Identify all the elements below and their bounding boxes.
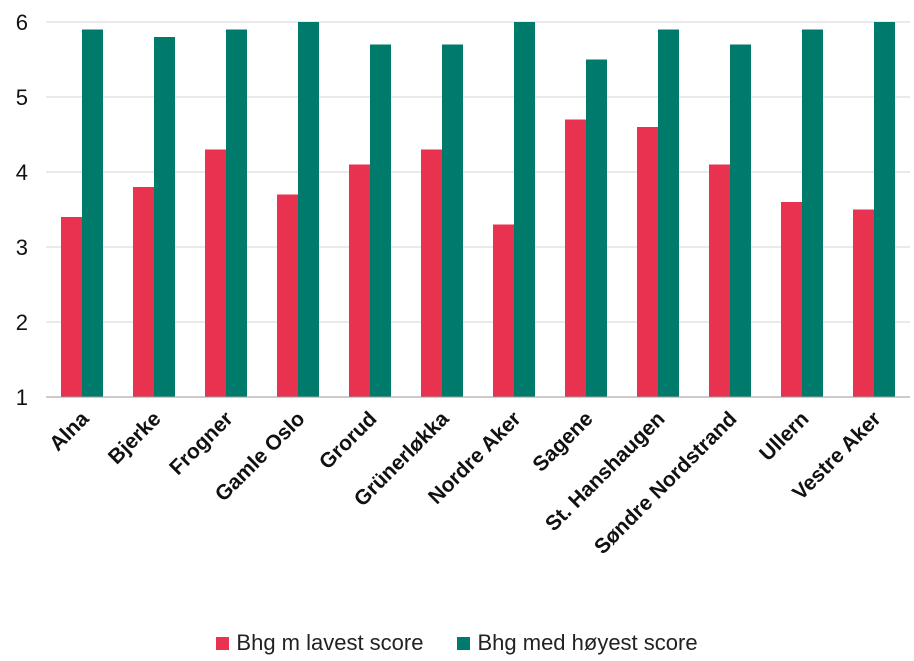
y-tick-label: 1 — [16, 385, 28, 410]
bar-highest — [586, 59, 607, 397]
y-tick-label: 3 — [16, 235, 28, 260]
x-tick-label: Alna — [45, 407, 94, 456]
bar-highest — [514, 22, 535, 397]
bar-highest — [370, 44, 391, 397]
bar-highest — [442, 44, 463, 397]
bar-lowest — [277, 194, 298, 397]
bar-highest — [154, 37, 175, 397]
legend-swatch-lowest — [216, 636, 230, 650]
bar-lowest — [493, 224, 514, 397]
x-tick-label: St. Hanshaugen — [541, 407, 669, 535]
bar-lowest — [205, 149, 226, 397]
x-tick-label: Sagene — [528, 407, 597, 476]
bar-highest — [82, 29, 103, 397]
bar-lowest — [709, 164, 730, 397]
y-tick-label: 2 — [16, 310, 28, 335]
bar-lowest — [421, 149, 442, 397]
bars — [61, 22, 895, 397]
bar-highest — [298, 22, 319, 397]
bar-lowest — [349, 164, 370, 397]
y-tick-label: 6 — [16, 10, 28, 35]
bar-highest — [658, 29, 679, 397]
bar-highest — [226, 29, 247, 397]
x-tick-label: Ullern — [755, 407, 813, 465]
y-axis-ticks: 1 2 3 4 5 6 — [16, 10, 28, 410]
x-tick-label: Frogner — [165, 407, 237, 479]
legend-label-lowest: Bhg m lavest score — [236, 630, 424, 655]
gridlines — [46, 21, 910, 323]
y-tick-label: 4 — [16, 160, 28, 185]
bar-lowest — [565, 119, 586, 397]
bar-highest — [802, 29, 823, 397]
y-tick-label: 5 — [16, 85, 28, 110]
legend-swatch-highest — [457, 636, 471, 650]
legend-item-highest: Bhg med høyest score — [457, 630, 698, 656]
bar-lowest — [61, 217, 82, 397]
bar-lowest — [133, 187, 154, 397]
legend: Bhg m lavest score Bhg med høyest score — [0, 628, 914, 658]
bar-lowest — [853, 209, 874, 397]
bar-lowest — [781, 202, 802, 397]
bar-highest — [874, 22, 895, 397]
x-tick-label: Grorud — [315, 407, 382, 474]
bar-lowest — [637, 127, 658, 397]
legend-item-lowest: Bhg m lavest score — [216, 630, 423, 656]
x-tick-label: Søndre Nordstrand — [590, 407, 742, 559]
bar-highest — [730, 44, 751, 397]
legend-label-highest: Bhg med høyest score — [477, 630, 698, 655]
x-tick-label: Bjerke — [104, 407, 166, 469]
